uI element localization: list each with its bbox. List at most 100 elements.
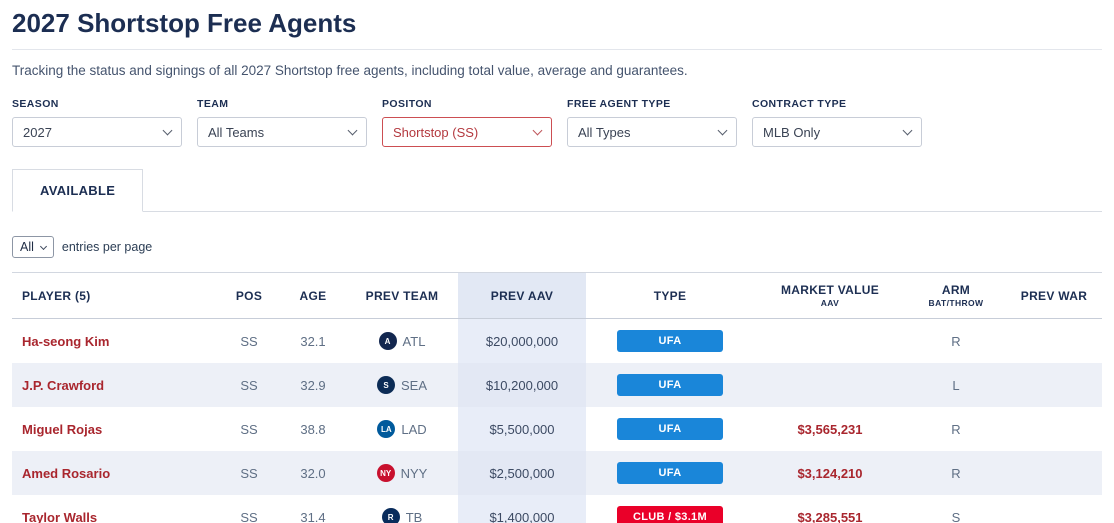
filter-contract-type-label: CONTRACT TYPE: [752, 98, 847, 110]
type-cell: UFA: [586, 407, 754, 451]
team-logo-icon: S: [376, 376, 395, 395]
team-logo-icon: LA: [377, 420, 396, 439]
age-cell: 32.1: [300, 333, 326, 349]
player-name-link[interactable]: J.P. Crawford: [22, 377, 105, 393]
tab-bar: AVAILABLE: [12, 169, 1102, 212]
type-badge: UFA: [617, 330, 723, 352]
contract-type-select-value: MLB Only: [763, 124, 821, 140]
header-player[interactable]: PLAYER (5): [12, 272, 218, 319]
header-arm-sub: BAT/THROW: [928, 298, 984, 308]
entries-per-page-value: All: [20, 240, 34, 254]
type-cell: UFA: [586, 451, 754, 495]
season-select[interactable]: 2027: [12, 117, 182, 147]
team-abbr: LAD: [401, 421, 427, 437]
pos-cell: SS: [240, 421, 258, 437]
player-name-link[interactable]: Ha-seong Kim: [22, 333, 110, 349]
type-cell: UFA: [586, 363, 754, 407]
table-row: Amed Rosario SS 32.0 NY NYY $2,500,000 U…: [12, 451, 1102, 495]
chevron-down-icon: [39, 242, 47, 250]
table-row: Ha-seong Kim SS 32.1 A ATL $20,000,000 U…: [12, 318, 1102, 364]
header-market-value-sub: AAV: [820, 298, 840, 308]
prev-aav-cell: $2,500,000: [458, 451, 586, 495]
filter-team-label: TEAM: [197, 98, 229, 110]
team-logo-initial: R: [387, 512, 394, 522]
header-arm[interactable]: ARM BAT/THROW: [906, 272, 1006, 319]
player-name-link[interactable]: Taylor Walls: [22, 509, 98, 523]
market-value-cell: $3,565,231: [797, 421, 863, 437]
type-badge: UFA: [617, 374, 723, 396]
prev-war-cell: [1006, 407, 1102, 451]
header-pos[interactable]: POS: [218, 272, 280, 319]
tab-available[interactable]: AVAILABLE: [12, 169, 144, 212]
prev-war-cell: [1006, 451, 1102, 495]
player-name-link[interactable]: Miguel Rojas: [22, 421, 103, 437]
filter-position: POSITON Shortstop (SS): [382, 98, 552, 147]
contract-type-select[interactable]: MLB Only: [752, 117, 922, 147]
filter-contract-type: CONTRACT TYPE MLB Only: [752, 98, 922, 147]
type-badge: UFA: [617, 462, 723, 484]
table-row: J.P. Crawford SS 32.9 S SEA $10,200,000 …: [12, 363, 1102, 407]
page-subtitle: Tracking the status and signings of all …: [12, 63, 688, 78]
age-cell: 32.0: [300, 465, 326, 481]
free-agents-table: PLAYER (5) POS AGE PREV TEAM PREV AAV TY…: [12, 272, 1102, 523]
team-select-value: All Teams: [208, 124, 265, 140]
header-prev-war[interactable]: PREV WAR: [1006, 272, 1102, 319]
pos-cell: SS: [240, 377, 258, 393]
chevron-down-icon: [532, 125, 543, 135]
market-value-cell: [754, 319, 906, 364]
team-abbr: SEA: [400, 377, 427, 393]
prev-aav-cell: $10,200,000: [458, 363, 586, 407]
prev-war-cell: [1006, 363, 1102, 407]
team-abbr: NYY: [400, 465, 428, 481]
age-cell: 38.8: [300, 421, 326, 437]
prev-aav-cell: $5,500,000: [458, 407, 586, 451]
header-market-value[interactable]: MARKET VALUE AAV: [754, 272, 906, 319]
chevron-down-icon: [717, 125, 728, 135]
market-value-cell: [754, 363, 906, 407]
filter-bar: SEASON 2027 TEAM All Teams POSITON Short…: [12, 98, 1102, 147]
chevron-down-icon: [347, 125, 358, 135]
pos-cell: SS: [218, 495, 280, 523]
team-logo-initial: A: [384, 336, 391, 346]
prev-team-cell: NY NYY: [346, 451, 458, 495]
free-agent-type-select-value: All Types: [578, 124, 631, 140]
team-select[interactable]: All Teams: [197, 117, 367, 147]
prev-team-cell: R TB: [346, 495, 458, 523]
entries-per-page-label: entries per page: [61, 240, 153, 254]
arm-cell: R: [951, 333, 961, 349]
team-logo-icon: R: [381, 508, 400, 523]
prev-team-cell: A ATL: [346, 319, 458, 364]
player-name-link[interactable]: Amed Rosario: [22, 465, 111, 481]
prev-war-cell: [1006, 319, 1102, 364]
header-prev-aav[interactable]: PREV AAV: [458, 272, 586, 319]
prev-war-cell: [1006, 495, 1102, 523]
table-row: Taylor Walls SS 31.4 R TB $1,400,000 CLU…: [12, 495, 1102, 523]
team-abbr: ATL: [402, 333, 426, 349]
arm-cell: L: [952, 377, 960, 393]
arm-cell: R: [951, 465, 961, 481]
filter-season-label: SEASON: [12, 98, 59, 110]
chevron-down-icon: [902, 125, 913, 135]
position-select[interactable]: Shortstop (SS): [382, 117, 552, 147]
team-abbr: TB: [405, 509, 423, 523]
page-header: 2027 Shortstop Free Agents: [12, 8, 1102, 50]
filter-team: TEAM All Teams: [197, 98, 367, 147]
header-type[interactable]: TYPE: [586, 272, 754, 319]
team-logo-initial: NY: [380, 468, 392, 478]
age-cell: 31.4: [280, 495, 346, 523]
prev-team-cell: S SEA: [346, 363, 458, 407]
market-value-cell: $3,124,210: [797, 465, 863, 481]
team-logo-icon: NY: [376, 464, 395, 483]
prev-aav-cell: $20,000,000: [458, 318, 586, 363]
team-logo-initial: LA: [381, 424, 392, 434]
pos-cell: SS: [240, 465, 258, 481]
header-age[interactable]: AGE: [280, 272, 346, 319]
header-market-value-label: MARKET VALUE: [780, 283, 880, 297]
header-prev-team[interactable]: PREV TEAM: [346, 272, 458, 319]
entries-per-page-select[interactable]: All: [12, 236, 54, 258]
arm-cell: R: [951, 421, 961, 437]
free-agent-type-select[interactable]: All Types: [567, 117, 737, 147]
entries-per-page: All entries per page: [12, 236, 1102, 258]
table-header-row: PLAYER (5) POS AGE PREV TEAM PREV AAV TY…: [12, 272, 1102, 319]
